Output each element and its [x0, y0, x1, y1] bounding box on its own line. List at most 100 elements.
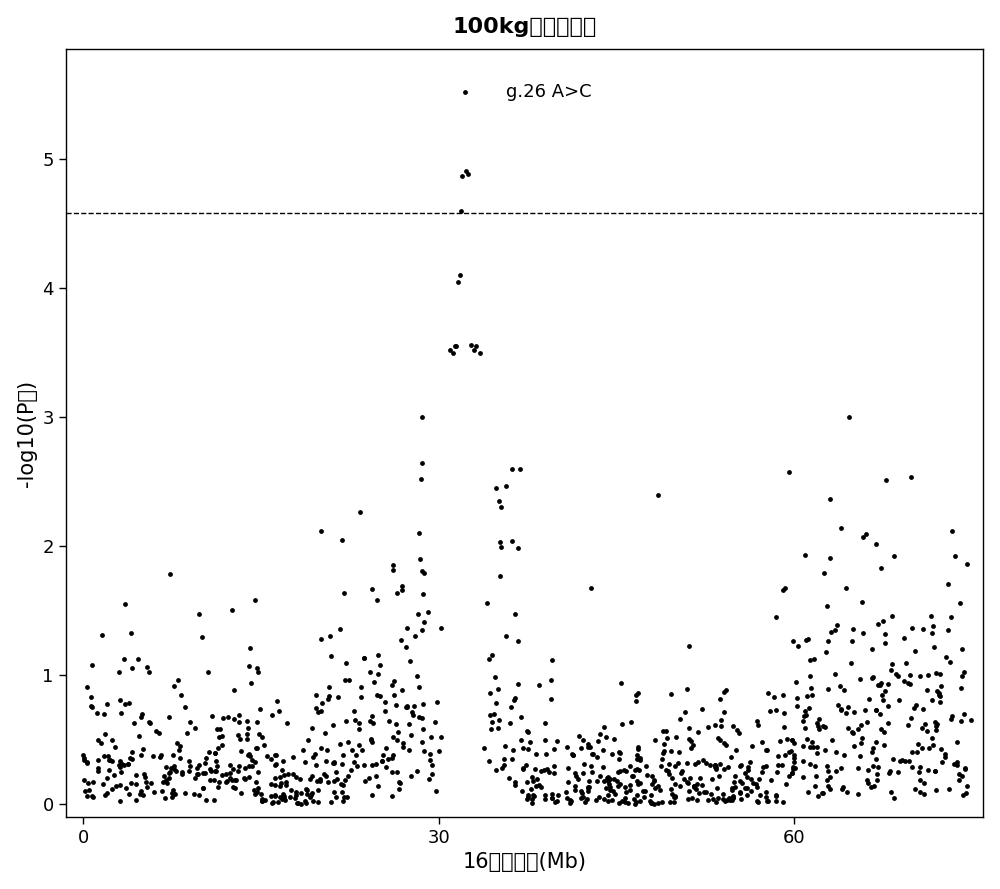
Point [448, 339, 464, 353]
Point [388, 698, 404, 712]
Point [237, 760, 253, 774]
Point [472, 346, 488, 360]
Point [240, 748, 256, 762]
Point [242, 749, 258, 764]
Point [708, 760, 724, 774]
Point [592, 768, 608, 782]
Point [663, 744, 679, 758]
Point [84, 700, 100, 714]
Point [865, 759, 881, 773]
Point [515, 761, 531, 775]
Point [340, 734, 356, 749]
Point [505, 743, 521, 757]
Point [486, 708, 502, 722]
Point [206, 793, 222, 807]
Point [902, 677, 918, 691]
Point [384, 751, 400, 765]
Point [433, 729, 449, 743]
Point [750, 718, 766, 733]
Point [632, 776, 648, 790]
Point [378, 741, 394, 755]
Point [411, 710, 427, 725]
Point [158, 773, 174, 787]
Point [786, 736, 802, 750]
Point [820, 780, 836, 794]
Point [97, 788, 113, 802]
Point [104, 754, 120, 768]
Point [655, 725, 671, 739]
Point [394, 684, 410, 698]
Point [231, 715, 247, 729]
Point [424, 767, 440, 781]
Point [828, 745, 844, 759]
Point [369, 593, 385, 607]
Point [618, 764, 634, 778]
Point [781, 745, 797, 759]
Point [267, 778, 283, 792]
Point [722, 792, 738, 806]
Text: g.26 A>C: g.26 A>C [506, 83, 592, 101]
Point [630, 740, 646, 754]
Point [859, 715, 875, 729]
Point [280, 766, 296, 781]
Point [267, 789, 283, 803]
Point [754, 735, 770, 749]
Point [94, 628, 110, 642]
Point [591, 790, 607, 805]
Point [130, 653, 146, 667]
Point [99, 786, 115, 800]
Point [336, 586, 352, 600]
Point [715, 792, 731, 806]
Point [337, 672, 353, 686]
Point [365, 716, 381, 730]
Point [370, 667, 386, 681]
Point [595, 759, 611, 773]
Point [279, 717, 295, 731]
Point [612, 746, 628, 760]
Point [121, 787, 137, 801]
Point [372, 658, 388, 672]
Point [788, 675, 804, 689]
Point [954, 769, 970, 783]
Point [162, 765, 178, 779]
Point [877, 636, 893, 650]
Point [758, 759, 774, 773]
Point [629, 788, 645, 802]
Point [481, 652, 497, 666]
Point [501, 772, 517, 786]
Point [646, 773, 662, 787]
Point [600, 773, 616, 788]
Point [914, 721, 930, 735]
Point [904, 621, 920, 636]
Point [351, 717, 367, 731]
Point [328, 765, 344, 779]
Point [931, 688, 947, 702]
Point [927, 715, 943, 729]
Point [402, 653, 418, 668]
Point [768, 610, 784, 624]
Point [690, 725, 706, 740]
Point [488, 481, 504, 495]
Point [429, 695, 445, 709]
Point [954, 669, 970, 684]
Point [927, 764, 943, 778]
Point [838, 581, 854, 596]
Point [230, 764, 246, 778]
Point [267, 749, 283, 763]
Point [488, 763, 504, 777]
Point [928, 723, 944, 737]
Point [335, 794, 351, 808]
Point [724, 782, 740, 797]
Point [681, 721, 697, 735]
Point [77, 784, 93, 798]
Point [174, 766, 190, 781]
Point [629, 773, 645, 788]
Point [381, 714, 397, 728]
Point [215, 711, 231, 725]
Point [721, 791, 737, 805]
Point [628, 795, 644, 809]
Point [689, 792, 705, 806]
Point [272, 779, 288, 793]
Point [268, 748, 284, 762]
Point [503, 700, 519, 714]
